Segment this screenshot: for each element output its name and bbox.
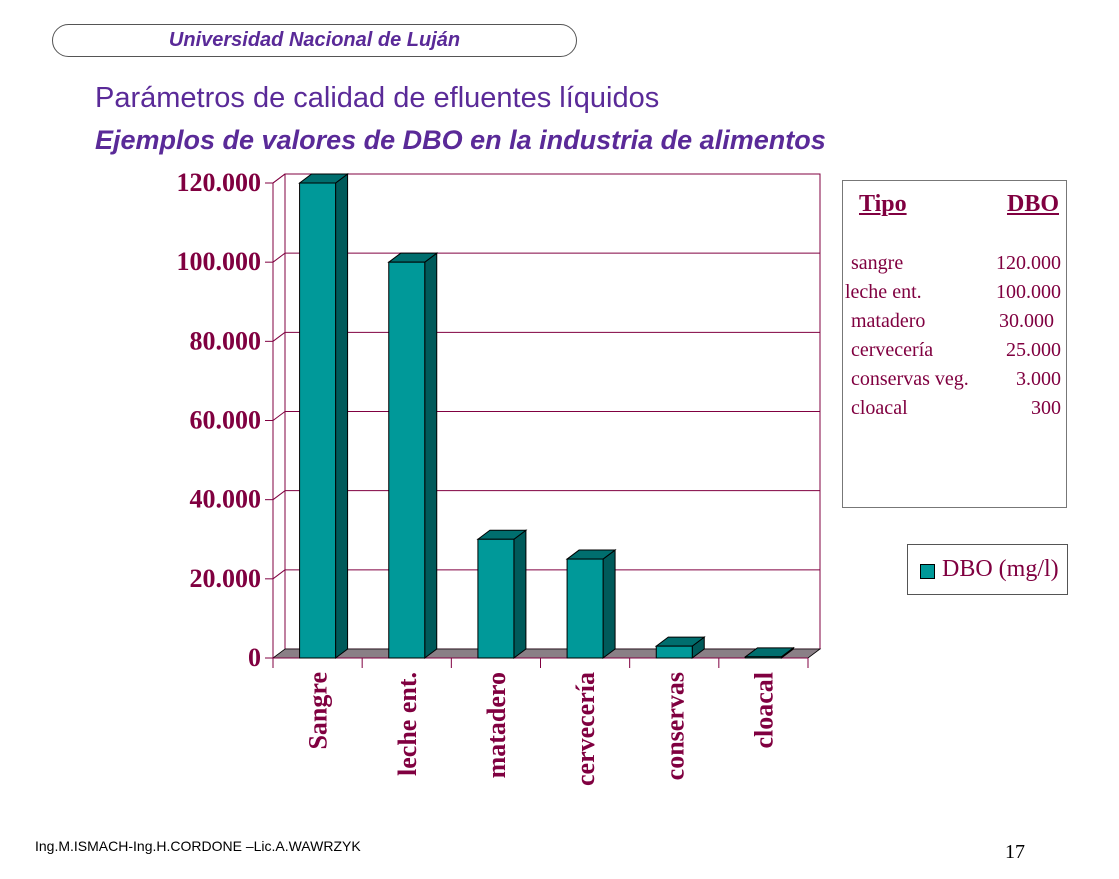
dbo-table: Tipo DBO sangre 120.000 leche ent. 100.0… — [842, 180, 1067, 508]
chart-floor — [271, 648, 822, 659]
legend-label: DBO (mg/l) — [942, 556, 1059, 582]
table-cell-value: 30.000 — [999, 310, 1054, 332]
table-cell-name: sangre — [851, 252, 904, 274]
bar-front — [477, 538, 515, 659]
table-cell-value: 300 — [1031, 397, 1061, 419]
table-row: matadero 30.000 — [843, 310, 1068, 334]
bars-layer — [298, 173, 795, 659]
gridline-diag — [272, 411, 286, 421]
gridline-diag — [272, 569, 286, 580]
table-row: cloacal 300 — [843, 397, 1068, 421]
gridline-diag — [272, 490, 286, 501]
bar-side — [602, 549, 616, 659]
bar-front — [388, 261, 426, 659]
x-tick-label: cloacal — [749, 672, 778, 749]
table-cell-value: 120.000 — [996, 252, 1061, 274]
y-tick-label: 0 — [248, 643, 261, 672]
bar-front — [655, 645, 693, 659]
axis-layer — [265, 182, 809, 668]
header-banner: Universidad Nacional de Luján — [52, 24, 577, 57]
table-header-tipo: Tipo — [859, 191, 907, 217]
x-tick-label: conservas — [660, 672, 689, 780]
table-cell-name: cloacal — [851, 397, 908, 419]
bar-front — [299, 182, 337, 659]
bar-side — [513, 529, 527, 659]
y-tick-label: 40.000 — [190, 485, 262, 514]
institution-name: Universidad Nacional de Luján — [168, 29, 461, 51]
bar-side — [335, 173, 349, 659]
y-tick-label: 60.000 — [190, 406, 262, 435]
legend-swatch — [920, 564, 935, 579]
labels-layer: 0 20.000 40.000 60.000 80.000 100.000 120.000 S… — [177, 168, 779, 786]
slide-title: Parámetros de calidad de efluentes líqui… — [95, 82, 660, 114]
bar — [387, 252, 439, 659]
table-cell-name: conservas veg. — [851, 368, 969, 390]
bar-front — [566, 558, 604, 659]
slide-subtitle: Ejemplos de valores de DBO en la industr… — [95, 125, 826, 155]
grid-layer — [272, 173, 821, 658]
table-cell-name: cervecería — [851, 339, 934, 361]
x-tick-label: matadero — [482, 672, 511, 778]
footer-authors: Ing.M.ISMACH-Ing.H.CORDONE –Lic.A.WAWRZY… — [35, 838, 361, 854]
table-cell-name: leche ent. — [845, 281, 922, 303]
bar — [743, 646, 795, 659]
y-tick-label: 100.000 — [177, 247, 262, 276]
x-tick-label: Sangre — [304, 672, 333, 750]
bar — [476, 529, 528, 659]
x-tick-label: cervecería — [571, 672, 600, 786]
x-tick-label: leche ent. — [393, 672, 422, 776]
bar — [565, 549, 617, 659]
table-cell-value: 3.000 — [1016, 368, 1061, 390]
y-tick-label: 20.000 — [190, 564, 262, 593]
table-row: sangre 120.000 — [843, 252, 1068, 276]
gridline-diag — [272, 173, 286, 184]
y-tick-label: 120.000 — [177, 168, 262, 197]
chart-legend: DBO (mg/l) — [907, 544, 1068, 595]
table-header-dbo: DBO — [1006, 191, 1059, 217]
table-cell-value: 25.000 — [1006, 339, 1061, 361]
gridline-diag — [272, 252, 286, 263]
page-number: 17 — [1005, 841, 1025, 863]
bar — [298, 173, 350, 659]
bar-front — [744, 656, 782, 659]
y-tick-label: 80.000 — [190, 326, 262, 355]
bar — [654, 636, 706, 659]
table-cell-name: matadero — [851, 310, 926, 332]
table-row: cervecería 25.000 — [843, 339, 1068, 363]
bar-side — [424, 252, 438, 659]
table-row: conservas veg. 3.000 — [843, 368, 1068, 392]
table-cell-value: 100.000 — [996, 281, 1061, 303]
gridline-diag — [272, 331, 286, 342]
table-row: leche ent. 100.000 — [843, 281, 1068, 305]
floor-layer — [271, 648, 822, 659]
